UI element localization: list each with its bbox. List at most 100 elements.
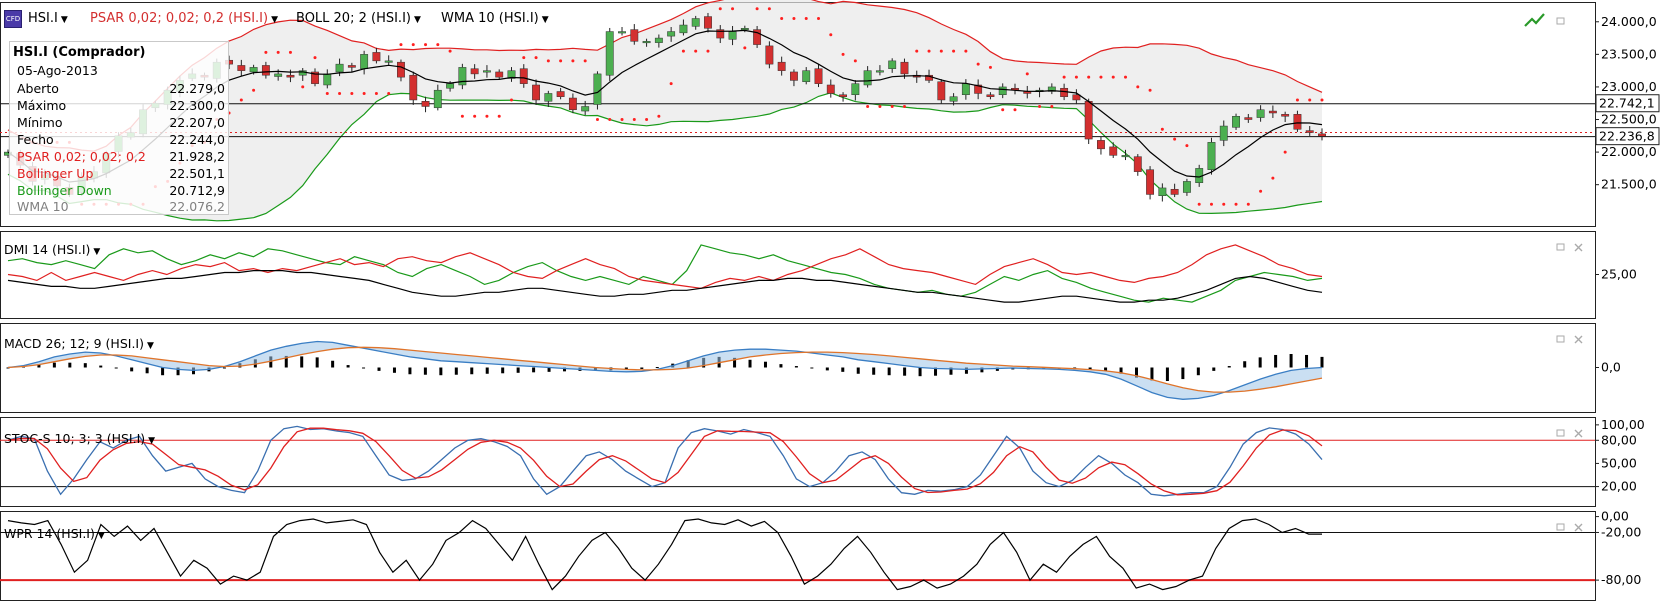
panel-close-icon[interactable]	[1574, 243, 1583, 252]
psar-dot	[1124, 75, 1128, 79]
stoch-panel-title[interactable]: STOC-S 10; 3; 3 (HSI.I) ▼	[4, 431, 156, 446]
psar-dot	[1283, 150, 1287, 154]
macd-histogram-bar	[130, 367, 134, 372]
macd-histogram-bar	[733, 357, 737, 368]
candle-body	[458, 67, 467, 86]
data-window: HSI.I (Comprador) 05-Ago-2013 Aberto 22.…	[9, 41, 229, 215]
dropdown-arrow-icon: ▼	[413, 15, 421, 25]
psar-dot	[522, 56, 526, 60]
candle-body	[1047, 86, 1056, 92]
psar-dot	[350, 91, 354, 95]
panel-restore-icon[interactable]	[1556, 523, 1565, 531]
candle-body	[249, 67, 258, 73]
psar-dot	[817, 17, 821, 21]
data-row-bollinger-down: Bollinger Down 20.712,9	[17, 183, 225, 198]
candle-body	[753, 29, 762, 45]
macd-histogram-bar	[934, 367, 938, 376]
data-row-bollinger-up: Bollinger Up 22.501,1	[17, 166, 225, 181]
macd-histogram-bar	[810, 367, 814, 369]
macd-histogram-bar	[949, 367, 953, 375]
psar-dot	[1295, 98, 1299, 102]
data-row-open: Aberto 22.279,0	[17, 81, 225, 96]
macd-histogram-bar	[903, 367, 907, 376]
panel-frame-wpr	[0, 511, 1596, 601]
candle-body	[483, 70, 491, 73]
psar-dot	[755, 7, 759, 11]
dropdown-arrow-icon: ▼	[60, 15, 68, 25]
symbol-logo-icon[interactable]: CFD	[4, 10, 22, 28]
candle-body	[1207, 142, 1216, 170]
psar-dot	[1246, 202, 1250, 206]
psar-dot	[546, 59, 550, 63]
bollinger-indicator-selector[interactable]: BOLL 20; 2 (HSI.I) ▼	[296, 11, 421, 26]
panel-restore-icon[interactable]	[1556, 335, 1565, 343]
stoch-axis-label: 50,00	[1601, 455, 1637, 470]
dmi-axis-label: 25,00	[1601, 267, 1637, 282]
candle-body	[286, 74, 295, 78]
macd-histogram-bar	[841, 367, 845, 372]
main-panel-restore-icon[interactable]	[1556, 17, 1565, 25]
candle-body	[728, 31, 737, 40]
candle-body	[593, 73, 602, 105]
psar-dot	[559, 59, 563, 63]
psar-dot	[952, 49, 956, 53]
macd-histogram-bar	[918, 367, 922, 377]
candle-body	[777, 61, 786, 71]
wma-indicator-selector[interactable]: WMA 10 (HSI.I) ▼	[441, 11, 549, 26]
macd-panel-title[interactable]: MACD 26; 12; 9 (HSI.I) ▼	[4, 336, 154, 351]
psar-dot	[583, 59, 587, 63]
psar-dot	[252, 88, 256, 92]
macd-histogram-bar	[222, 367, 226, 369]
psar-dot	[1111, 75, 1115, 79]
bollinger-band-fill	[8, 0, 1322, 221]
symbol-selector[interactable]: HSI.I ▼	[28, 11, 68, 26]
panel-close-icon[interactable]	[1574, 429, 1583, 438]
psar-dot	[780, 17, 784, 21]
psar-indicator-selector[interactable]: PSAR 0,02; 0,02; 0,2 (HSI.I) ▼	[90, 11, 279, 26]
macd-histogram-bar	[501, 367, 505, 374]
macd-histogram-bar	[52, 362, 56, 368]
psar-dot	[460, 114, 464, 118]
candle-body	[986, 94, 995, 97]
panel-close-icon[interactable]	[1574, 523, 1583, 532]
macd-histogram-bar	[114, 367, 118, 369]
macd-histogram-bar	[964, 367, 968, 374]
candle-body	[532, 84, 540, 101]
psar-dot	[694, 49, 698, 53]
panel-restore-icon[interactable]	[1556, 243, 1565, 251]
candle-body	[839, 94, 847, 97]
psar-dot	[387, 91, 391, 95]
macd-histogram-bar	[300, 356, 304, 368]
macd-histogram-bar	[748, 359, 752, 368]
dmi-panel-title[interactable]: DMI 14 (HSI.I) ▼	[4, 242, 101, 257]
macd-histogram-bar	[315, 357, 319, 368]
wpr-panel-title[interactable]: WPR 14 (HSI.I) ▼	[4, 526, 105, 541]
trend-icon[interactable]	[1524, 13, 1545, 27]
psar-dot	[1160, 127, 1164, 131]
candle-body	[949, 96, 958, 102]
macd-histogram-bar	[269, 356, 273, 368]
psar-dot	[424, 43, 428, 47]
candle-body	[323, 73, 332, 86]
panel-close-icon[interactable]	[1574, 335, 1583, 344]
panel-restore-icon[interactable]	[1556, 429, 1565, 437]
macd-histogram-bar	[470, 367, 474, 375]
candle-body	[814, 68, 823, 84]
candle-body	[1256, 109, 1265, 118]
candle-body	[1158, 187, 1167, 197]
macd-histogram-bar	[640, 367, 644, 369]
psar-dot	[1308, 98, 1312, 102]
macd-histogram-bar	[423, 367, 427, 375]
macd-histogram-bar	[794, 366, 798, 368]
psar-dot	[1025, 72, 1029, 76]
signal-line	[7, 346, 1323, 393]
candle-body	[790, 71, 798, 81]
candle-body	[630, 29, 639, 42]
psar-dot	[571, 59, 575, 63]
psar-dot	[1148, 88, 1152, 92]
dropdown-arrow-icon: ▼	[97, 531, 105, 541]
candle-body	[691, 18, 700, 27]
psar-dot	[448, 49, 452, 53]
data-row-wma: WMA 10 22.076,2	[17, 199, 225, 212]
